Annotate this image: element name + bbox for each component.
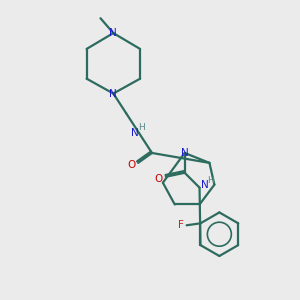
- Text: N: N: [131, 128, 139, 138]
- Text: F: F: [178, 220, 184, 230]
- Text: N: N: [181, 148, 189, 158]
- Text: H: H: [207, 176, 214, 185]
- Text: N: N: [110, 88, 117, 98]
- Text: N: N: [110, 28, 117, 38]
- Text: O: O: [127, 160, 135, 170]
- Text: H: H: [138, 123, 145, 132]
- Text: N: N: [201, 180, 208, 190]
- Text: O: O: [155, 174, 163, 184]
